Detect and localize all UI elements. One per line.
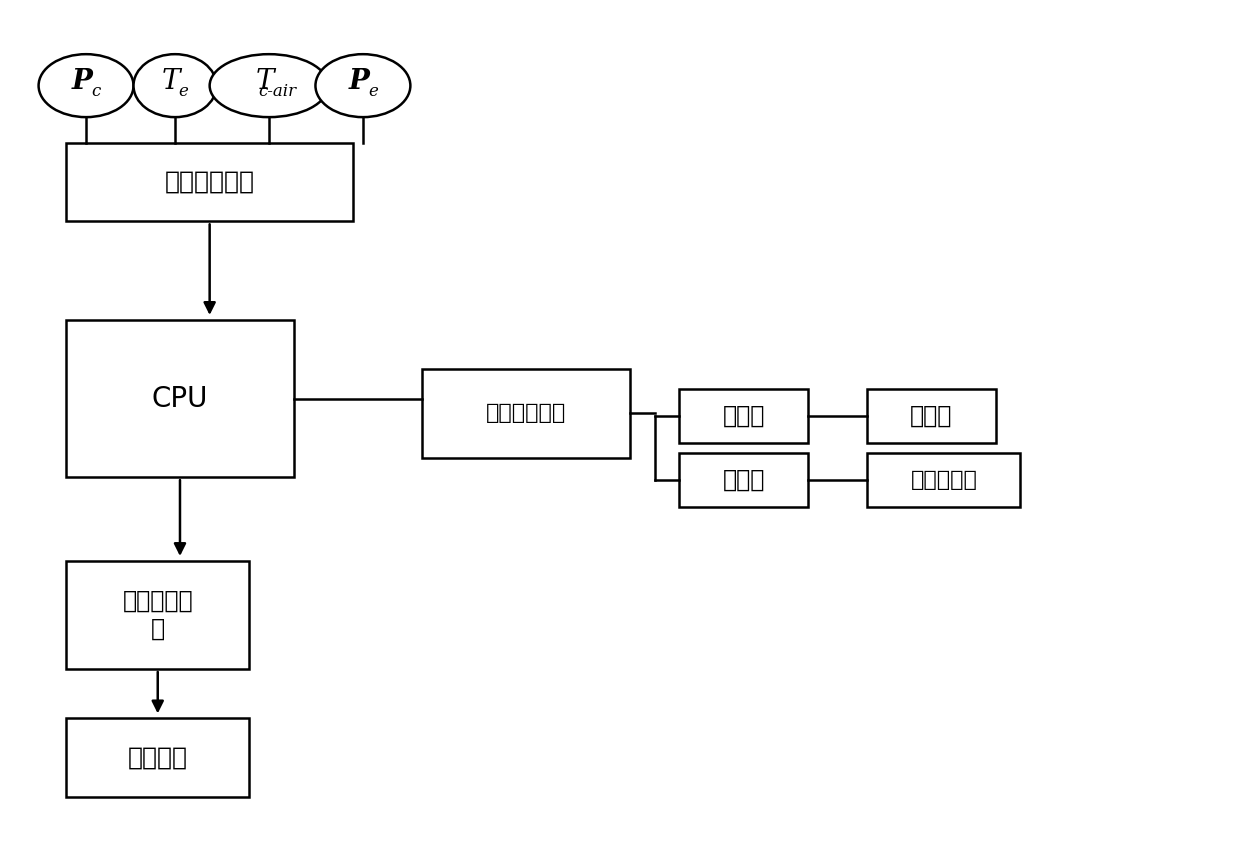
Text: 压缩机: 压缩机: [910, 404, 952, 428]
Bar: [66, 718, 249, 797]
Text: CPU: CPU: [151, 384, 208, 413]
Text: 电子膨胀阀: 电子膨胀阀: [910, 469, 977, 490]
Bar: [423, 369, 630, 457]
Bar: [867, 389, 996, 443]
Ellipse shape: [210, 54, 329, 118]
Text: T: T: [255, 69, 274, 95]
Ellipse shape: [315, 54, 410, 118]
Text: 变频器: 变频器: [723, 404, 765, 428]
Text: P: P: [348, 69, 370, 95]
Bar: [66, 142, 353, 221]
Ellipse shape: [134, 54, 217, 118]
Text: c: c: [92, 83, 100, 100]
Text: 数据输出模块: 数据输出模块: [486, 403, 567, 423]
Text: 数据输入模块: 数据输入模块: [165, 170, 254, 194]
Bar: [66, 320, 294, 477]
Text: c-air: c-air: [258, 83, 296, 100]
Text: e: e: [368, 83, 378, 100]
Text: 驱动器: 驱动器: [723, 468, 765, 492]
Text: 显示驱动模
块: 显示驱动模 块: [123, 589, 193, 641]
Bar: [680, 389, 808, 443]
Bar: [680, 453, 808, 507]
Text: e: e: [179, 83, 188, 100]
Text: T: T: [162, 69, 180, 95]
Text: 显示模块: 显示模块: [128, 746, 187, 770]
Bar: [867, 453, 1021, 507]
Ellipse shape: [38, 54, 134, 118]
Bar: [66, 561, 249, 669]
Text: P: P: [72, 69, 93, 95]
